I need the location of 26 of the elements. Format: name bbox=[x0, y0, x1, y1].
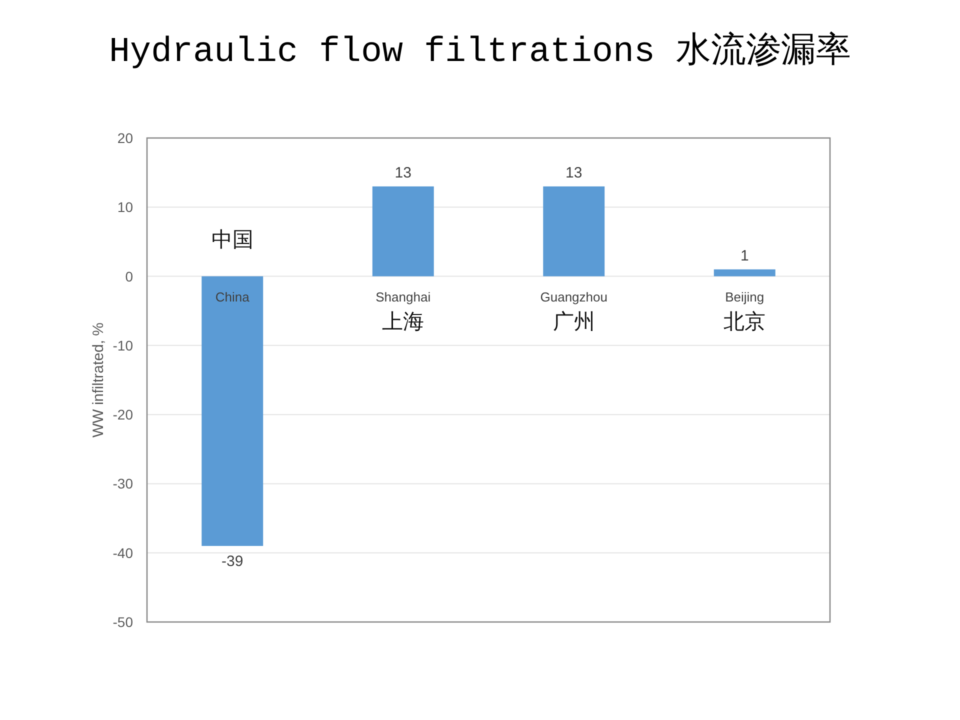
y-tick-label: -50 bbox=[112, 614, 134, 630]
annotation: 中国 bbox=[211, 227, 254, 252]
x-tick-label: Shanghai bbox=[376, 289, 431, 304]
chart-title: Hydraulic flow filtrations 水流渗漏率 bbox=[108, 31, 852, 72]
x-tick-label: China bbox=[215, 289, 250, 304]
annotation: 上海 bbox=[382, 309, 424, 334]
data-label: -39 bbox=[222, 552, 244, 570]
y-axis-title: WW infiltrated, % bbox=[90, 322, 107, 438]
x-tick-label: Guangzhou bbox=[540, 289, 608, 304]
bar bbox=[714, 269, 776, 276]
y-tick-label: 20 bbox=[117, 130, 134, 146]
annotation: 广州 bbox=[552, 309, 595, 334]
y-tick-label: -40 bbox=[112, 544, 134, 561]
data-label: 13 bbox=[394, 164, 412, 182]
bar bbox=[202, 276, 264, 546]
data-label: 13 bbox=[566, 164, 582, 182]
y-tick-label: -20 bbox=[112, 406, 134, 423]
bar bbox=[543, 186, 605, 276]
annotation: 北京 bbox=[724, 309, 766, 334]
y-tick-label: 10 bbox=[117, 199, 134, 216]
bar bbox=[372, 186, 434, 276]
y-tick-label: -30 bbox=[112, 476, 134, 492]
x-tick-label: Beijing bbox=[725, 289, 764, 304]
y-tick-label: 0 bbox=[125, 268, 134, 284]
y-tick-label: -10 bbox=[112, 337, 134, 354]
data-label: 1 bbox=[740, 247, 749, 264]
